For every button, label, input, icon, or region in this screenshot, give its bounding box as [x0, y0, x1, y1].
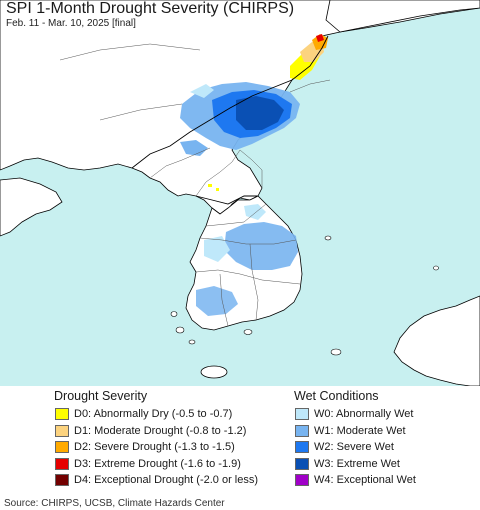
dry-extreme-area	[316, 34, 324, 42]
legend-swatch	[295, 424, 309, 437]
legend-swatch	[55, 424, 69, 437]
legend-item-d4: D4: Exceptional Drought (-2.0 or less)	[55, 472, 258, 489]
source-credit: Source: CHIRPS, UCSB, Climate Hazards Ce…	[4, 498, 225, 509]
legend-swatch	[55, 441, 69, 454]
legend-item-d1: D1: Moderate Drought (-0.8 to -1.2)	[55, 423, 258, 440]
dry-abnormal-area	[208, 184, 212, 187]
wet-abnormal-area	[244, 204, 266, 220]
legend-label: W1: Moderate Wet	[314, 424, 406, 437]
island	[175, 326, 185, 334]
wet-abnormal-area	[190, 84, 214, 98]
legend-item-w3: W3: Extreme Wet	[295, 456, 416, 473]
legend-label: D2: Severe Drought (-1.3 to -1.5)	[74, 441, 235, 454]
island	[188, 339, 196, 345]
legend-label: D4: Exceptional Drought (-2.0 or less)	[74, 474, 259, 487]
russia-land	[325, 0, 480, 33]
island	[243, 329, 253, 335]
map-subtitle: Feb. 11 - Mar. 10, 2025 [final]	[6, 18, 136, 29]
legend-item-d2: D2: Severe Drought (-1.3 to -1.5)	[55, 439, 258, 456]
legend-label: D1: Moderate Drought (-0.8 to -1.2)	[74, 424, 247, 437]
legend-item-w0: W0: Abnormally Wet	[295, 406, 416, 423]
legend-label: W0: Abnormally Wet	[314, 408, 414, 421]
map-title: SPI 1-Month Drought Severity (CHIRPS)	[6, 0, 295, 17]
legend-swatch	[295, 474, 309, 487]
legend-item-w2: W2: Severe Wet	[295, 439, 416, 456]
dry-abnormal-area	[216, 188, 219, 191]
jeju-island	[200, 365, 228, 379]
legend-item-d3: D3: Extreme Drought (-1.6 to -1.9)	[55, 456, 258, 473]
legend-label: D3: Extreme Drought (-1.6 to -1.9)	[74, 457, 241, 470]
legend-label: W3: Extreme Wet	[314, 457, 400, 470]
wet-abnormal-area	[204, 236, 230, 262]
dry-severe-area	[312, 34, 328, 50]
legend-item-w1: W1: Moderate Wet	[295, 423, 416, 440]
island	[170, 311, 178, 317]
legend-swatch	[55, 474, 69, 487]
drought-legend-heading: Drought Severity	[54, 389, 148, 403]
country-borders	[131, 35, 329, 205]
wet-legend: W0: Abnormally Wet W1: Moderate Wet W2: …	[295, 406, 416, 489]
province-borders	[59, 43, 331, 327]
legend-label: D0: Abnormally Dry (-0.5 to -0.7)	[74, 408, 233, 421]
legend-swatch	[55, 408, 69, 421]
legend-swatch	[295, 457, 309, 470]
legend-label: W2: Severe Wet	[314, 441, 394, 454]
wet-moderate-area	[224, 222, 298, 270]
legend-swatch	[295, 441, 309, 454]
legend-item-w4: W4: Exceptional Wet	[295, 472, 416, 489]
legend-item-d0: D0: Abnormally Dry (-0.5 to -0.7)	[55, 406, 258, 423]
legend-label: W4: Exceptional Wet	[314, 474, 416, 487]
japan-land	[393, 295, 480, 386]
drought-map	[0, 0, 480, 386]
legend-swatch	[55, 457, 69, 470]
wet-moderate-area	[196, 286, 238, 316]
island	[433, 265, 439, 271]
shandong-land	[0, 177, 63, 237]
legend-swatch	[295, 408, 309, 421]
island	[330, 348, 342, 356]
wet-extreme-area	[236, 96, 284, 130]
drought-legend: D0: Abnormally Dry (-0.5 to -0.7) D1: Mo…	[55, 406, 258, 489]
island	[324, 235, 332, 241]
wet-legend-heading: Wet Conditions	[294, 389, 379, 403]
